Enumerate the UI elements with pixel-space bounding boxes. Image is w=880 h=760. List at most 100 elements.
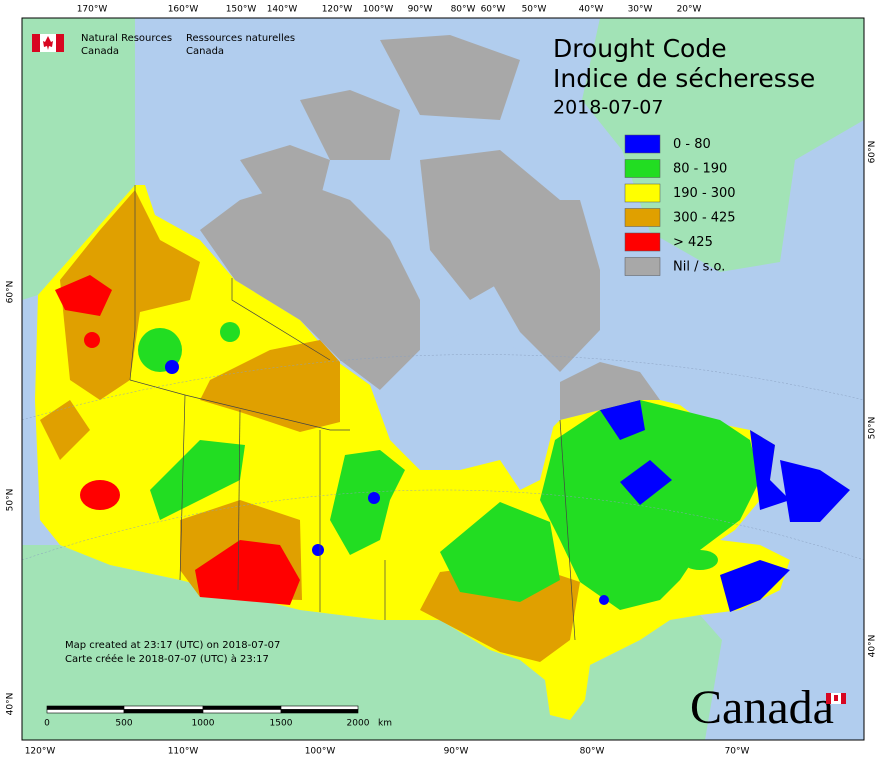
canada-part-part: [440, 502, 560, 602]
graticule-label: 80°W: [580, 747, 605, 757]
title: Drought Code: [553, 34, 727, 63]
legend-swatch: [624, 134, 661, 154]
canada-part-part: [300, 90, 400, 160]
canada-part-part: [237, 409, 241, 591]
legend-label: Nil / s.o.: [673, 260, 725, 275]
flag-bar: [56, 34, 64, 52]
graticule-label: 50°N: [6, 489, 16, 512]
canada-part-part: [559, 419, 576, 641]
graticule-label: 160°W: [168, 5, 199, 15]
agency-en: Canada: [81, 46, 119, 57]
graticule-label: 70°W: [725, 747, 750, 757]
scale-segment: [280, 705, 359, 710]
credit: Map created at 23:17 (UTC) on 2018-07-07: [65, 640, 280, 651]
graticule-label: 50°W: [522, 5, 547, 15]
wordmark: Canada: [690, 681, 834, 734]
graticule: [21, 354, 865, 561]
legend-label: 190 - 300: [673, 186, 736, 201]
canada-part-part: [560, 362, 660, 420]
canada-part-part: [55, 275, 112, 316]
graticule-label: 110°W: [168, 747, 199, 757]
graticule-label: 60°N: [6, 281, 16, 304]
canada-part-part: [368, 492, 380, 504]
graticule-label: 40°N: [6, 693, 16, 716]
canada-part-part: [312, 544, 324, 556]
legend-swatch: [624, 232, 661, 252]
flag-bar: [32, 34, 40, 52]
canada-part-part: [179, 394, 186, 581]
graticule-label: 120°W: [25, 747, 56, 757]
labels: Natural Resources Canada Ressources nature…: [6, 5, 878, 757]
scale-unit: km: [378, 719, 392, 729]
date: 2018-07-07: [553, 97, 663, 119]
canada-part-part: [129, 185, 136, 381]
graticule-label: 100°W: [305, 747, 336, 757]
graticule-label: 40°N: [868, 635, 878, 658]
legend-swatch: [624, 183, 661, 203]
canada-part: [165, 360, 850, 612]
scale-label: 500: [115, 719, 132, 729]
map-frame: [21, 17, 865, 741]
agency-fr: Canada: [186, 46, 224, 57]
canada-part-part: [40, 400, 90, 460]
legend-swatch: [624, 208, 661, 227]
canada-part-part: [195, 540, 300, 605]
scale-segment: [123, 705, 204, 710]
legend-label: > 425: [673, 235, 713, 250]
canada-part-part: [80, 480, 120, 510]
canada-part-part: [220, 322, 240, 342]
graticule-label: 150°W: [226, 5, 257, 15]
canada-part-part: [200, 182, 420, 390]
canada-part: [129, 185, 576, 641]
canada-part-part: [60, 190, 200, 400]
canada-part-part: [720, 560, 790, 612]
scale-label: 1500: [270, 719, 293, 729]
canada-part-part: [330, 450, 405, 555]
scale-segment: [202, 709, 282, 714]
title: Indice de sécheresse: [553, 64, 815, 93]
wordmark-flag-leaf: [834, 695, 838, 701]
agency-fr: Ressources naturelles: [186, 33, 295, 44]
canada-part-part: [165, 360, 179, 374]
wordmark-flag-bar: [826, 693, 831, 704]
scale-label: 0: [44, 719, 50, 729]
scale-segment: [202, 705, 282, 710]
canada-part-part: [129, 379, 350, 431]
canada-part: [380, 330, 555, 490]
graticule-label: 90°W: [444, 747, 469, 757]
map-body: [21, 18, 865, 740]
maple-leaf: [43, 36, 53, 50]
legend-label: 300 - 425: [673, 211, 736, 226]
canada-part: [200, 35, 660, 420]
graticule-label: 120°W: [322, 5, 353, 15]
scale-segment: [280, 709, 359, 714]
graticule-label: 140°W: [267, 5, 298, 15]
scale-segment: [46, 705, 125, 710]
canada-part-part: [600, 400, 645, 440]
graticule-label: 100°W: [363, 5, 394, 15]
canada-part-part: [780, 460, 850, 522]
canada-part-part: [200, 340, 340, 432]
graticule-label: 40°W: [579, 5, 604, 15]
canada-part-part: [750, 430, 790, 510]
graticule-label: 80°W: [451, 5, 476, 15]
nrcan-logo: [32, 34, 64, 52]
graticule-part: [21, 354, 865, 421]
canada-part-part: [240, 145, 330, 205]
graticule-label: 30°W: [628, 5, 653, 15]
canada-part-part: [599, 595, 609, 605]
scale-segment: [123, 709, 204, 714]
graticule-label: 60°W: [481, 5, 506, 15]
wordmark-flag-bar: [841, 693, 846, 704]
legend-swatch: [624, 257, 661, 276]
canada-part-part: [84, 332, 100, 348]
graticule-label: 170°W: [77, 5, 108, 15]
graticule-label: 60°N: [868, 141, 878, 164]
scale-label: 1000: [192, 719, 215, 729]
canada-part-part: [682, 550, 718, 570]
canada-part-part: [150, 440, 245, 520]
graticule-label: 50°N: [868, 417, 878, 440]
credit: Carte créée le 2018-07-07 (UTC) à 23:17: [65, 653, 269, 665]
canada-part-part: [540, 400, 760, 610]
